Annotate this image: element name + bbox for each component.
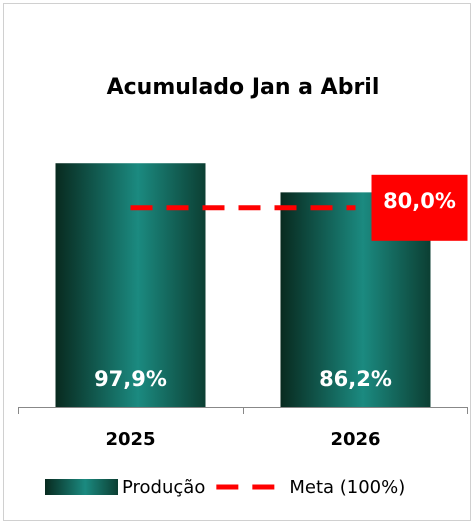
bar <box>55 163 206 407</box>
legend-swatch <box>45 479 118 495</box>
legend-label: Meta (100%) <box>289 477 405 498</box>
x-tick-label: 2025 <box>105 429 155 450</box>
chart-title: Acumulado Jan a Abril <box>107 75 380 100</box>
data-label: 86,2% <box>319 367 392 391</box>
data-label: 97,9% <box>94 367 167 391</box>
data-label: 80,0% <box>383 189 456 213</box>
data-label-box <box>371 174 468 241</box>
x-tick-label: 2026 <box>330 429 380 450</box>
legend-label: Produção <box>122 477 205 498</box>
